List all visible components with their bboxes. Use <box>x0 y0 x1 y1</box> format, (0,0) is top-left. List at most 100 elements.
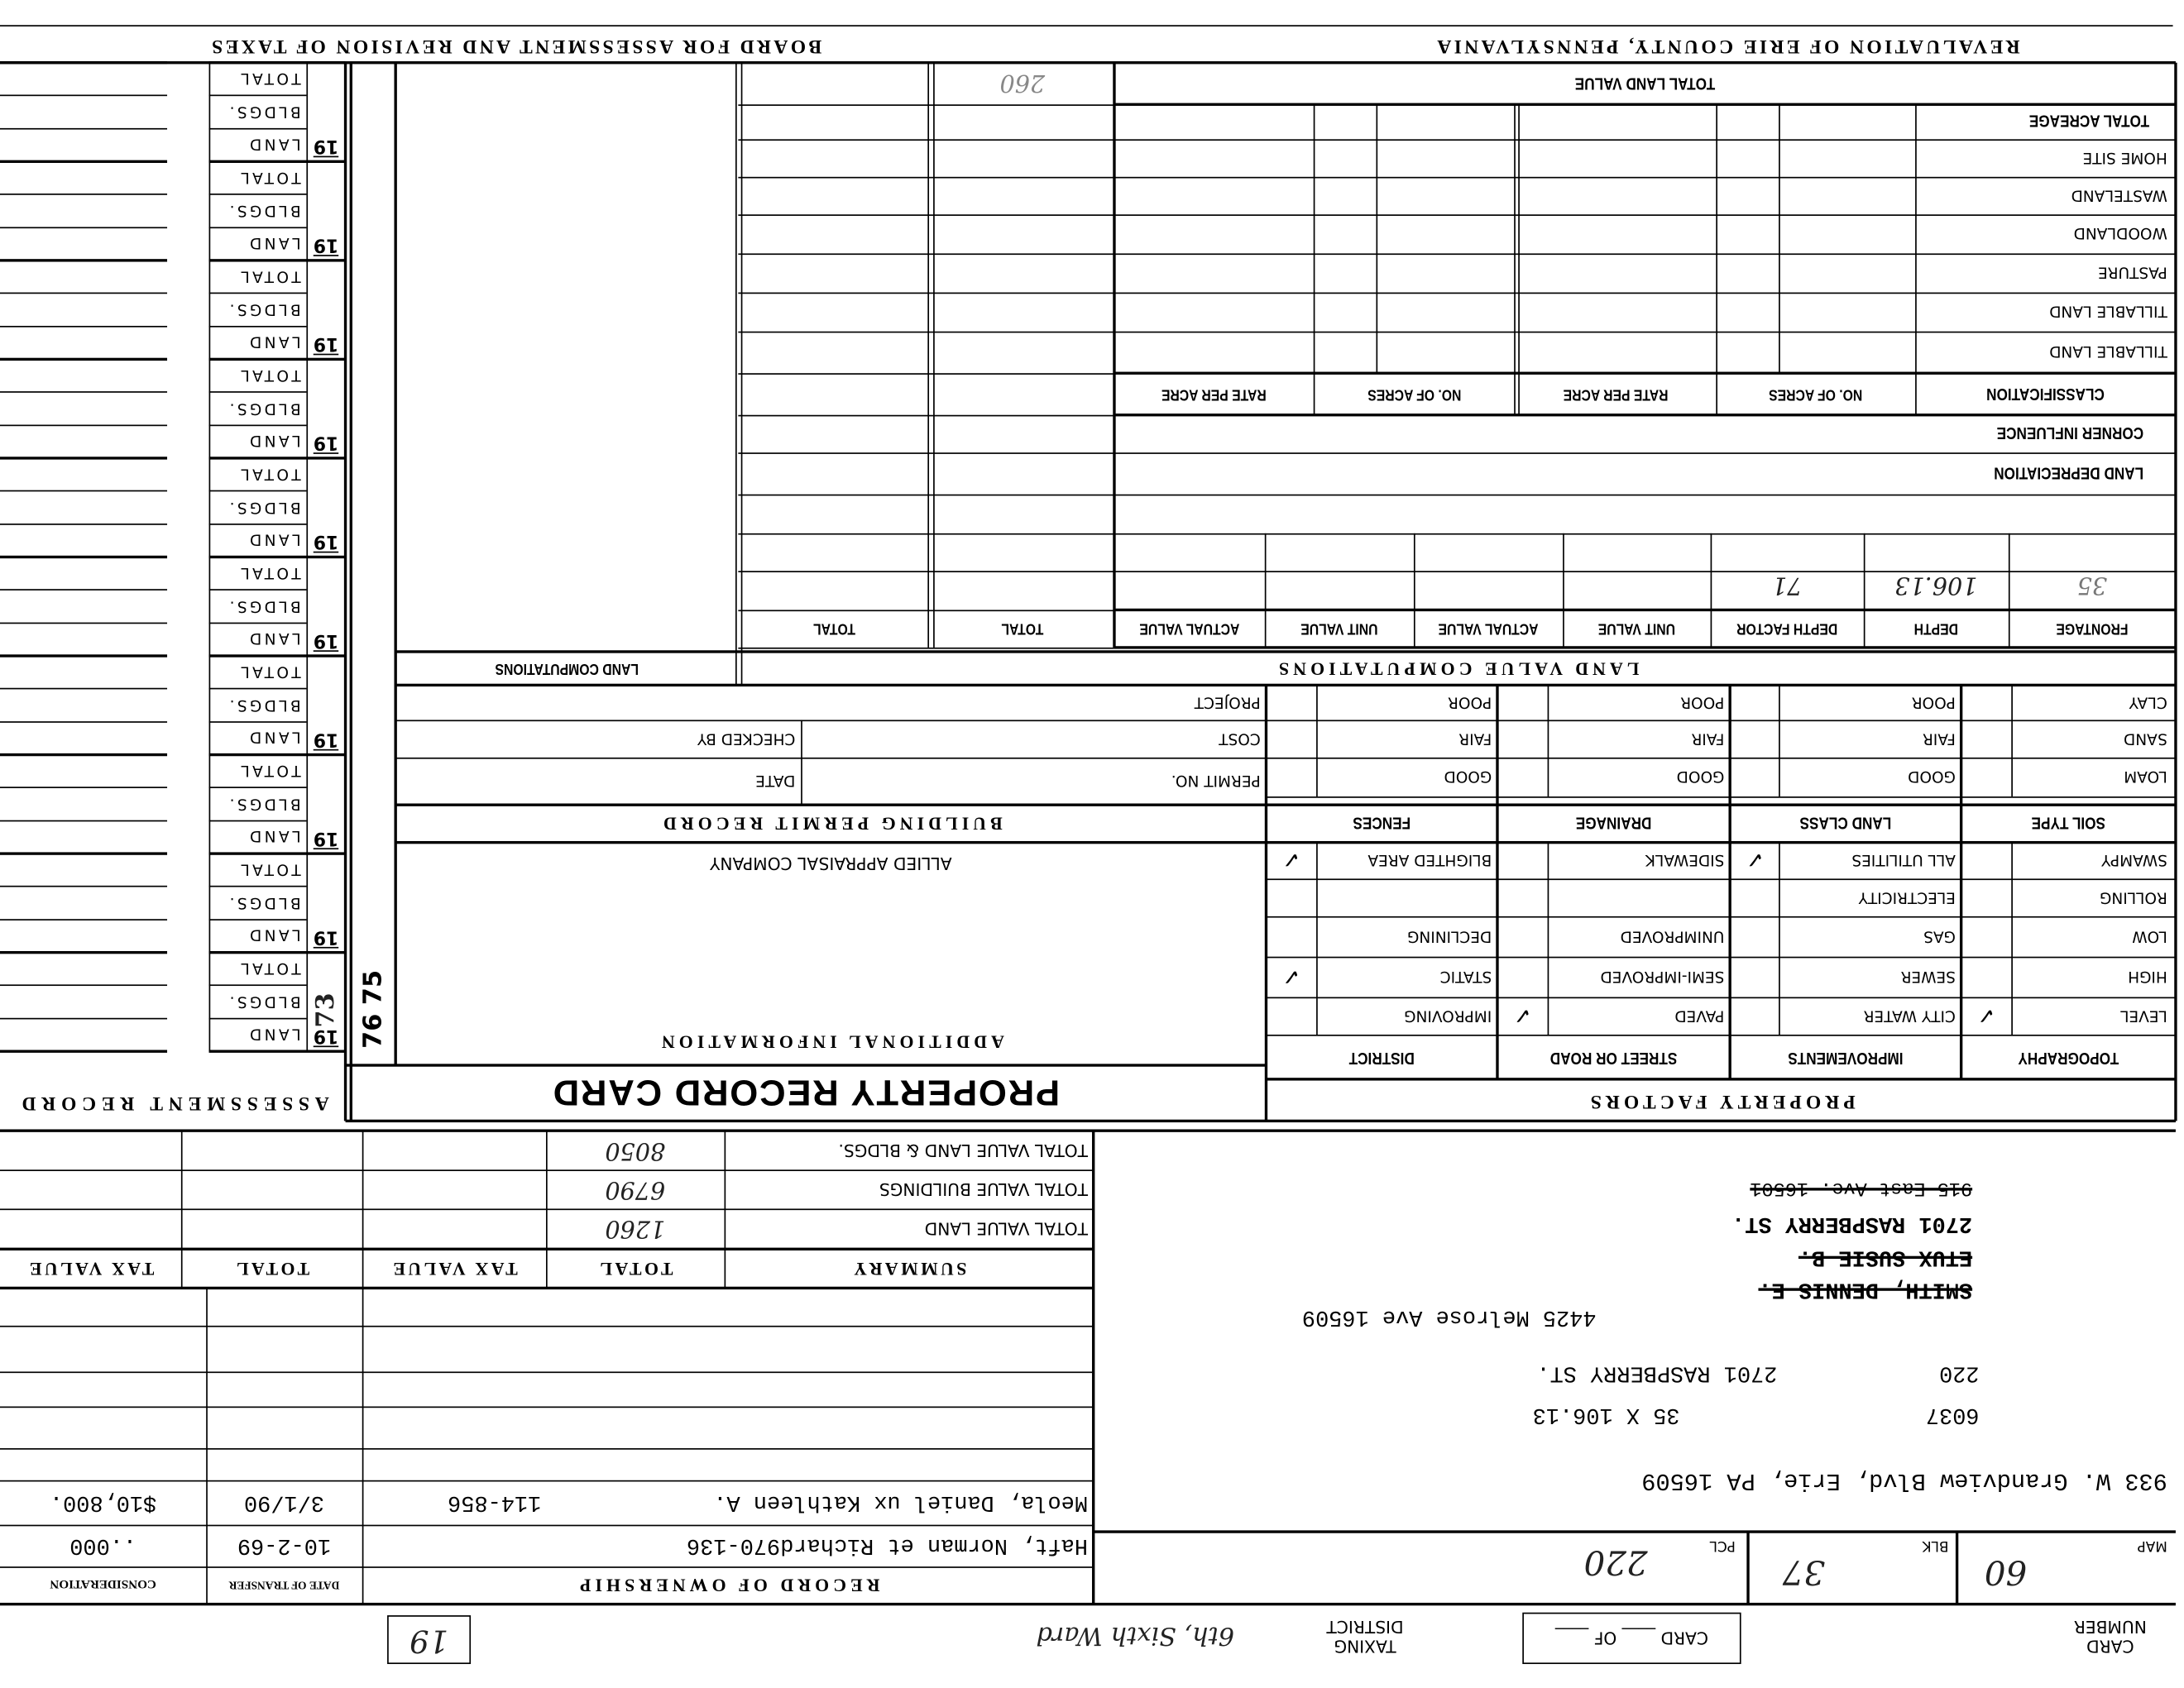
topography-header: TOPOGRAPHY <box>2018 1048 2119 1069</box>
form-rule <box>800 720 802 806</box>
form-rule <box>1266 1077 2176 1081</box>
check-icon[interactable]: ✓ <box>1281 964 1301 991</box>
form-rule <box>1562 533 1564 648</box>
improvements-city-water: CITY WATER <box>1863 1007 1956 1026</box>
district-blighted-area: BLIGHTED AREA <box>1367 851 1492 870</box>
location-code: 220 <box>1939 1360 1980 1386</box>
form-rule <box>1093 1529 2176 1534</box>
form-rule <box>0 1523 1094 1526</box>
form-rule <box>0 293 168 294</box>
drainage-good: GOOD <box>1676 767 1725 787</box>
assessment-row-label-total: TOTAL <box>238 168 301 187</box>
home-site-label: HOME SITE <box>2082 149 2167 168</box>
form-rule <box>305 62 308 1052</box>
property-record-card-title: PROPERTY RECORD CARD <box>551 1073 1061 1115</box>
form-rule <box>180 1131 182 1289</box>
check-icon[interactable]: ✓ <box>1512 1002 1532 1030</box>
assessment-year-prefix: 19 <box>313 432 339 454</box>
frontage-value: 35 <box>2076 571 2108 599</box>
summary-land-bldgs-label: TOTAL VALUE LAND & BLDGS. <box>838 1140 1088 1160</box>
form-rule <box>1114 493 2176 495</box>
improvements-header: IMPROVEMENTS <box>1788 1048 1904 1069</box>
land-class-fair: FAIR <box>1922 729 1956 748</box>
form-rule <box>1315 842 1317 1035</box>
assessment-row-label-bldgs: BLDGS. <box>227 696 301 715</box>
assessment-row-label-total: TOTAL <box>238 662 301 681</box>
map-value: 60 <box>1984 1552 2028 1592</box>
form-rule <box>208 886 307 887</box>
form-rule <box>1266 1034 2176 1035</box>
form-rule <box>1114 646 2176 649</box>
form-rule <box>738 493 1114 495</box>
form-rule <box>738 252 1114 255</box>
consideration-header: CONSIDERATION <box>50 1578 156 1593</box>
frontage-header: FRONTAGE <box>2056 620 2129 638</box>
assessment-row-label-total: TOTAL <box>238 959 301 978</box>
card-of-box[interactable]: CARD ____ OF ____ <box>1522 1612 1741 1665</box>
classification-header: CLASSIFICATION <box>1986 384 2105 404</box>
form-rule <box>0 753 168 756</box>
form-rule <box>0 622 168 624</box>
form-rule <box>1114 291 2176 294</box>
handwritten-land-total: 260 <box>999 68 1046 97</box>
form-rule <box>208 1017 307 1020</box>
assessment-year-prefix: 19 <box>313 827 339 849</box>
form-rule <box>0 1602 2176 1606</box>
street-paved: PAVED <box>1674 1007 1725 1026</box>
no-of-acres-header: NO. OF ACRES <box>1769 385 1863 403</box>
fences-good: GOOD <box>1444 767 1492 787</box>
assessment-row-label-bldgs: BLDGS. <box>227 399 301 418</box>
street-unimproved: UNIMPROVED <box>1620 927 1725 946</box>
form-rule <box>395 757 2176 758</box>
form-rule <box>208 852 346 855</box>
actual-value-header: ACTUAL VALUE <box>1438 620 1539 638</box>
depth-header: DEPTH <box>1913 620 1959 638</box>
form-rule <box>738 452 1114 454</box>
check-icon[interactable]: ✓ <box>1976 1002 1996 1030</box>
form-rule <box>1266 796 2176 797</box>
assessment-row-label-bldgs: BLDGS. <box>227 596 301 615</box>
assessment-row-label-total: TOTAL <box>238 860 301 879</box>
summary-total-header: TOTAL <box>597 1259 673 1280</box>
owner-address: 933 W. Grandview Blvd, Erie, PA 16509 <box>1641 1466 2167 1494</box>
form-rule <box>208 194 307 195</box>
land-value-computations-title: LAND VALUE COMPUTATIONS <box>1274 658 1640 680</box>
rate-per-acre-header-2: RATE PER ACRE <box>1161 385 1267 403</box>
assessment-row-label-land: LAND <box>247 333 301 351</box>
form-rule <box>0 490 168 492</box>
form-rule <box>208 1050 346 1053</box>
summary-tax-value-header-2: TAX VALUE <box>26 1259 155 1280</box>
assessment-row-label-total: TOTAL <box>238 563 301 582</box>
form-rule <box>0 24 2173 26</box>
owner-entry-deed: 114-856 <box>448 1490 542 1515</box>
check-icon[interactable]: ✓ <box>1746 847 1765 874</box>
assessment-year-prefix: 19 <box>313 333 339 355</box>
form-rule <box>1715 104 1717 415</box>
check-icon[interactable]: ✓ <box>1281 847 1301 874</box>
form-rule <box>0 61 168 65</box>
form-rule <box>1862 533 1865 648</box>
topography-low: LOW <box>2132 927 2167 946</box>
form-rule <box>1265 685 1267 1121</box>
improvements-sewer: SEWER <box>1900 968 1956 987</box>
summary-total-header-2: TOTAL <box>233 1259 310 1280</box>
form-rule <box>208 358 346 361</box>
form-rule <box>1496 685 1498 1079</box>
soil-clay: CLAY <box>2129 693 2167 712</box>
street-semi-improved: SEMI-IMPROVED <box>1600 968 1725 987</box>
card-number-label: CARD NUMBER <box>2073 1616 2147 1656</box>
form-rule <box>345 1119 2176 1123</box>
improvements-electricity: ELECTRICITY <box>1858 888 1956 907</box>
form-rule <box>738 372 1114 375</box>
permit-no-label: PERMIT NO. <box>1171 772 1261 791</box>
form-rule <box>1266 996 2176 998</box>
corner-influence-label: CORNER INFLUENCE <box>1996 423 2144 444</box>
form-rule <box>1747 1532 1750 1604</box>
form-rule <box>0 391 168 393</box>
land-depreciation-label: LAND DEPRECIATION <box>1994 463 2144 484</box>
form-rule <box>1114 371 2176 375</box>
form-rule <box>208 820 307 822</box>
taxing-district-label: TAXING DISTRICT <box>1326 1616 1404 1656</box>
land-computations-title: LAND COMPUTATIONS <box>495 660 639 677</box>
form-rule <box>1375 104 1377 374</box>
